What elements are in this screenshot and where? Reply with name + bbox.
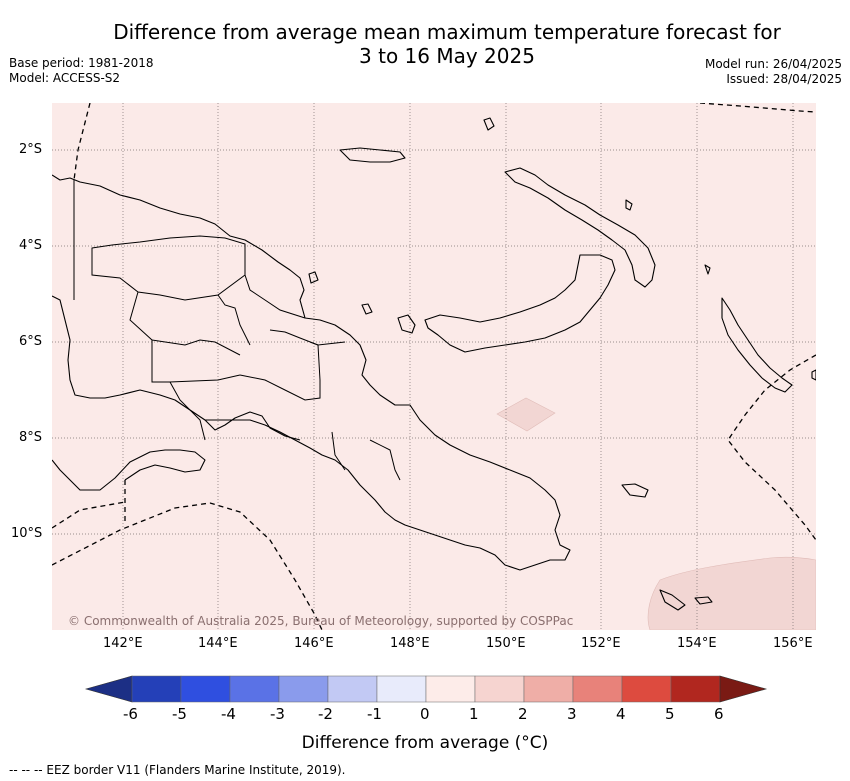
- colorbar-cell: [180, 675, 231, 703]
- admin-borders: [73, 180, 401, 481]
- colorbar-cell: [229, 675, 280, 703]
- colorbar-cell: [376, 675, 427, 703]
- lon-label-142e: 142°E: [103, 636, 143, 651]
- eez-legend-footer: -- -- -- EEZ border V11 (Flanders Marine…: [9, 763, 346, 777]
- title-line-1: Difference from average mean maximum tem…: [113, 20, 781, 44]
- lat-label-4s: 4°S: [19, 238, 43, 253]
- colorbar-extend-low: [84, 675, 133, 703]
- map-credit: © Commonwealth of Australia 2025, Bureau…: [68, 614, 574, 628]
- colorbar-tick-2: 2: [518, 705, 528, 723]
- model-run-label: Model run: 26/04/2025: [704, 57, 842, 71]
- map-title: Difference from average mean maximum tem…: [0, 20, 850, 68]
- colorbar-extend-high: [719, 675, 768, 703]
- colorbar-cell: [523, 675, 574, 703]
- lat-label-2s: 2°S: [19, 142, 43, 157]
- colorbar-tick--3: -3: [270, 705, 285, 723]
- anomaly-region-diamond: [496, 397, 556, 432]
- colorbar-tick--6: -6: [123, 705, 138, 723]
- meta-left: Base period: 1981-2018 Model: ACCESS-S2: [9, 56, 154, 86]
- colorbar-title: Difference from average (°C): [301, 733, 549, 753]
- colorbar-cell: [670, 675, 721, 703]
- title-line-2: 3 to 16 May 2025: [359, 44, 535, 68]
- lon-label-154e: 154°E: [677, 636, 717, 651]
- colorbar-tick-5: 5: [665, 705, 675, 723]
- colorbar-tick-1: 1: [469, 705, 479, 723]
- colorbar-cell: [278, 675, 329, 703]
- colorbar-cell: [425, 675, 476, 703]
- lon-label-152e: 152°E: [581, 636, 621, 651]
- model-label: Model: ACCESS-S2: [9, 71, 121, 85]
- anomaly-region-southeast: [647, 556, 816, 630]
- issued-label: Issued: 28/04/2025: [726, 72, 842, 86]
- colorbar-tick--5: -5: [172, 705, 187, 723]
- lat-label-10s: 10°S: [11, 526, 43, 541]
- colorbar-cell: [327, 675, 378, 703]
- colorbar-cell: [621, 675, 672, 703]
- base-period-label: Base period: 1981-2018: [9, 56, 154, 70]
- lon-label-148e: 148°E: [390, 636, 430, 651]
- meta-right: Model run: 26/04/2025 Issued: 28/04/2025: [705, 57, 842, 87]
- colorbar-cell: [131, 675, 182, 703]
- colorbar-tick-6: 6: [714, 705, 724, 723]
- colorbar-cell: [474, 675, 525, 703]
- coastlines: [52, 117, 816, 611]
- eez-borders: [52, 103, 816, 630]
- colorbar-tick-3: 3: [567, 705, 577, 723]
- lon-label-146e: 146°E: [294, 636, 334, 651]
- colorbar-tick--4: -4: [221, 705, 236, 723]
- lon-label-150e: 150°E: [486, 636, 526, 651]
- colorbar-cell: [572, 675, 623, 703]
- colorbar-tick--2: -2: [318, 705, 333, 723]
- colorbar-tick-4: 4: [616, 705, 626, 723]
- colorbar-tick-0: 0: [420, 705, 430, 723]
- lon-label-144e: 144°E: [198, 636, 238, 651]
- colorbar-tick--1: -1: [367, 705, 382, 723]
- map-background: [52, 103, 816, 630]
- graticule: [52, 103, 816, 630]
- lon-label-156e: 156°E: [773, 636, 813, 651]
- lat-label-6s: 6°S: [19, 334, 43, 349]
- lat-label-8s: 8°S: [19, 430, 43, 445]
